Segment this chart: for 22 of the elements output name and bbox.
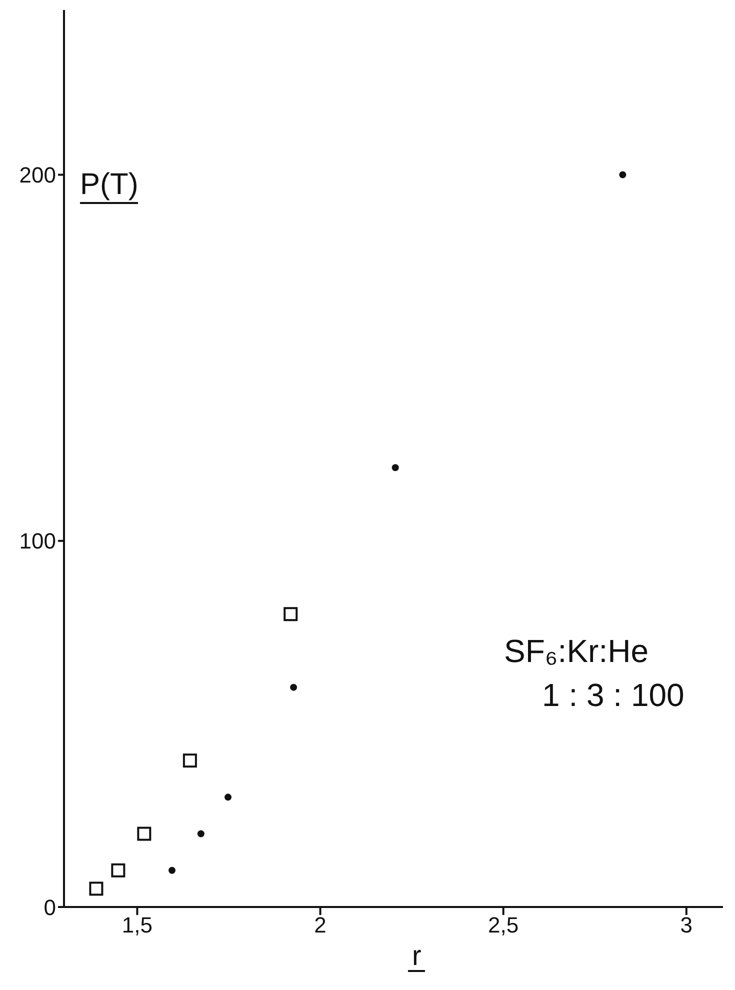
point (197, 830, 204, 838)
annotation: 1 : 3 : 100 (542, 677, 684, 714)
x-tick-label: 1,5 (122, 912, 153, 938)
point (111, 863, 126, 878)
point (619, 171, 626, 178)
point (182, 754, 197, 768)
point (168, 866, 176, 874)
x-tick-label: 2 (314, 912, 326, 938)
x-tick-label: 2,5 (488, 912, 519, 938)
point (290, 684, 298, 691)
point (224, 794, 232, 801)
y-axis-title: P(T) (80, 168, 138, 204)
point (137, 826, 152, 841)
x-axis-title: r (408, 940, 426, 972)
point (284, 607, 298, 622)
x-tick-label: 3 (680, 912, 693, 938)
y-tick-label: 0 (44, 894, 56, 920)
point (392, 464, 399, 472)
y-tick-label: 100 (19, 528, 56, 554)
point (89, 882, 104, 896)
y-tick-label: 200 (19, 162, 56, 188)
annotation: SF₆:Kr:He (504, 633, 648, 670)
